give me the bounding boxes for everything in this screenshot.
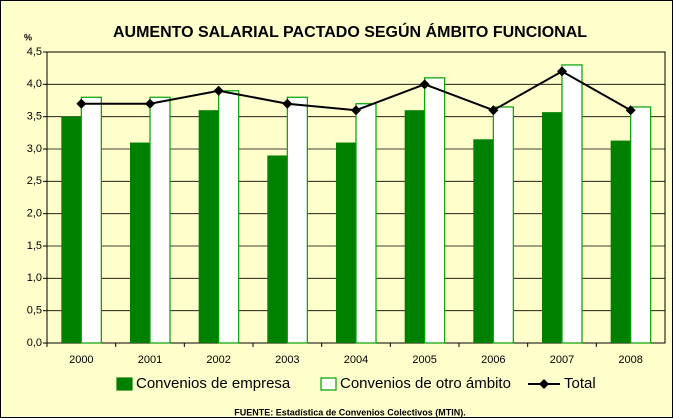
- x-tick-label: 2008: [618, 354, 642, 366]
- legend-swatch: [116, 377, 133, 391]
- y-tick-label: 0,5: [27, 305, 42, 317]
- bar: [218, 90, 240, 344]
- bar: [149, 96, 171, 344]
- y-tick-label: 1,5: [27, 240, 42, 252]
- y-tick-label: 0,0: [27, 337, 42, 349]
- y-tick-label: 4,5: [27, 46, 42, 58]
- bar: [267, 155, 288, 343]
- y-tick-label: 3,0: [27, 143, 42, 155]
- bar: [492, 106, 514, 344]
- line-marker: [557, 66, 567, 77]
- bar: [424, 77, 446, 344]
- y-axis-label: %: [24, 32, 32, 42]
- x-tick-label: 2003: [275, 354, 299, 366]
- source-note: FUENTE: Estadística de Convenios Colecti…: [234, 407, 466, 417]
- bar: [630, 106, 652, 344]
- x-tick-label: 2001: [138, 354, 162, 366]
- legend-label: Convenios de otro ámbito: [340, 375, 511, 392]
- bar: [130, 142, 150, 343]
- y-tick-label: 2,0: [27, 208, 42, 220]
- legend-label: Convenios de empresa: [136, 375, 291, 392]
- line-marker: [76, 98, 87, 109]
- line-marker: [282, 98, 293, 109]
- bar: [286, 96, 308, 344]
- y-tick-label: 2,5: [27, 175, 42, 187]
- line-marker: [213, 85, 224, 96]
- legend-swatch: [539, 379, 549, 389]
- bar: [336, 142, 356, 343]
- y-tick-label: 1,0: [27, 272, 42, 284]
- x-tick-label: 2007: [550, 354, 574, 366]
- line-marker: [625, 105, 636, 116]
- x-tick-label: 2004: [344, 354, 368, 366]
- line-marker: [488, 105, 499, 116]
- x-tick-label: 2005: [412, 354, 436, 366]
- bar: [80, 96, 102, 344]
- line-marker: [419, 79, 430, 90]
- line-marker: [145, 98, 155, 109]
- x-tick-label: 2006: [481, 354, 505, 366]
- x-tick-label: 2002: [206, 354, 230, 366]
- bar: [355, 103, 377, 344]
- y-tick-label: 3,5: [27, 111, 42, 123]
- legend-label: Total: [564, 375, 596, 392]
- x-tick-label: 2000: [69, 354, 93, 366]
- bar: [61, 116, 82, 344]
- legend-swatch: [320, 377, 337, 391]
- bar: [404, 110, 425, 343]
- chart-title: AUMENTO SALARIAL PACTADO SEGÚN ÁMBITO FU…: [113, 22, 587, 41]
- bar: [198, 110, 219, 343]
- y-tick-label: 4,0: [27, 78, 42, 90]
- bar: [473, 139, 494, 343]
- bar: [542, 112, 562, 343]
- line-marker: [351, 105, 361, 116]
- bar: [610, 140, 631, 343]
- bar: [561, 64, 583, 344]
